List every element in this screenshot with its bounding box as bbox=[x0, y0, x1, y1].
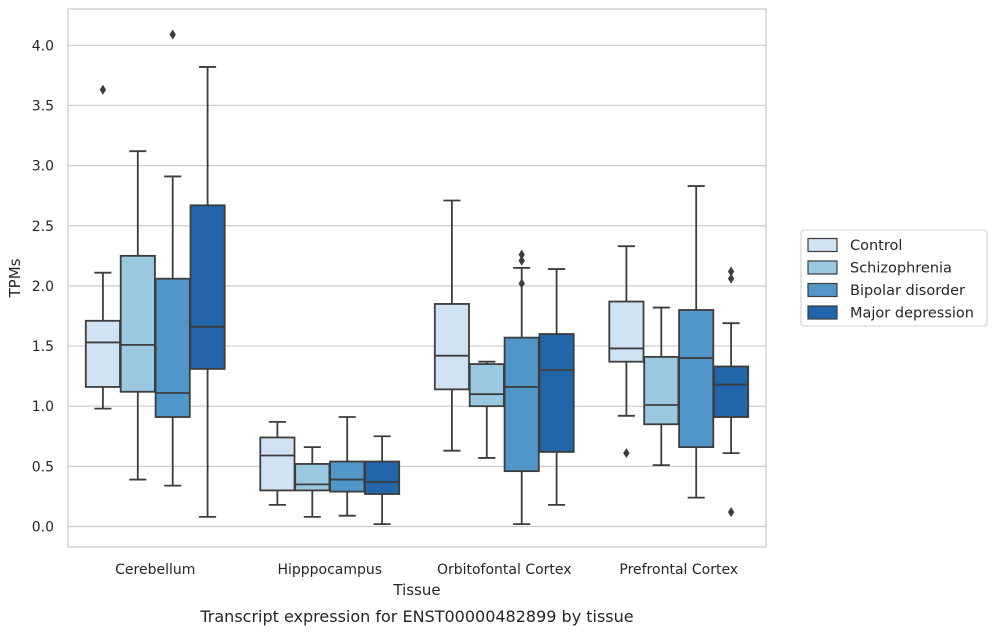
y-tick-label: 1.0 bbox=[32, 399, 54, 415]
box-group bbox=[678, 185, 715, 499]
legend-label: Major depression bbox=[850, 306, 974, 322]
x-tick-label: Orbitofontal Cortex bbox=[437, 562, 572, 578]
box-group bbox=[538, 268, 575, 506]
box-group bbox=[713, 266, 750, 518]
y-axis-label: TPMs bbox=[6, 258, 24, 298]
outlier-point bbox=[169, 29, 176, 40]
outlier-point bbox=[518, 278, 525, 289]
x-tick-labels: Cerebellum Hipppocampus Orbitofontal Corte… bbox=[115, 562, 738, 578]
box-group bbox=[503, 249, 540, 525]
outlier-point bbox=[623, 448, 630, 459]
box-group bbox=[643, 306, 680, 467]
box-group bbox=[608, 245, 645, 459]
box bbox=[468, 363, 505, 408]
box bbox=[433, 303, 470, 391]
box bbox=[643, 355, 680, 426]
legend-frame bbox=[800, 229, 988, 327]
outlier-point bbox=[518, 255, 525, 266]
box bbox=[538, 333, 575, 453]
y-tick-label: 3.5 bbox=[32, 98, 54, 114]
y-tick-label: 0.0 bbox=[32, 520, 54, 536]
y-tick-label: 0.5 bbox=[32, 459, 54, 475]
y-tick-label: 2.5 bbox=[32, 219, 54, 235]
box bbox=[189, 204, 226, 370]
y-tick-label: 2.0 bbox=[32, 279, 54, 295]
outlier-point bbox=[518, 249, 525, 260]
figure-caption: Transcript expression for ENST0000048289… bbox=[199, 607, 633, 626]
legend-swatch bbox=[807, 305, 838, 320]
outlier-point bbox=[727, 266, 735, 277]
legend-swatch bbox=[807, 260, 838, 275]
box bbox=[364, 460, 401, 495]
box bbox=[713, 365, 750, 418]
box-group bbox=[294, 446, 331, 518]
box-group bbox=[84, 84, 121, 410]
box-group bbox=[119, 150, 156, 481]
legend-swatch bbox=[807, 282, 838, 298]
box bbox=[678, 309, 715, 449]
legend-swatch bbox=[807, 237, 838, 253]
box bbox=[503, 336, 540, 473]
legend: Control Schizophrenia Bipolar disorder Majo… bbox=[800, 229, 988, 327]
x-tick-label: Hipppocampus bbox=[277, 562, 382, 578]
x-tick-label: Cerebellum bbox=[115, 562, 195, 578]
box-group bbox=[329, 416, 366, 517]
y-tick-label: 1.5 bbox=[32, 339, 54, 355]
x-axis-label: Tissue bbox=[392, 581, 440, 599]
box-series bbox=[84, 29, 750, 525]
plot-frame bbox=[67, 8, 767, 548]
box bbox=[259, 436, 296, 492]
box-group bbox=[468, 360, 505, 459]
box bbox=[329, 460, 366, 493]
y-tick-label: 3.0 bbox=[32, 159, 54, 175]
outlier-point bbox=[727, 507, 735, 518]
box bbox=[294, 463, 331, 492]
box bbox=[154, 277, 191, 418]
y-tick-label: 4.0 bbox=[32, 38, 54, 54]
box-group bbox=[364, 435, 401, 525]
y-tick-labels: 0.0 0.5 1.0 1.5 2.0 2.5 3.0 3.5 4.0 bbox=[32, 38, 54, 535]
x-tick-label: Prefrontal Cortex bbox=[619, 562, 738, 578]
box-group bbox=[259, 420, 296, 506]
legend-label: Control bbox=[850, 238, 902, 254]
box bbox=[608, 300, 645, 363]
outlier-point bbox=[727, 273, 735, 284]
legend-label: Bipolar disorder bbox=[850, 283, 965, 299]
box-group bbox=[189, 66, 226, 518]
box-group bbox=[154, 29, 191, 487]
box bbox=[84, 319, 121, 388]
outlier-point bbox=[99, 84, 107, 95]
box-group bbox=[433, 199, 470, 452]
box bbox=[119, 254, 156, 393]
legend-label: Schizophrenia bbox=[850, 261, 952, 277]
